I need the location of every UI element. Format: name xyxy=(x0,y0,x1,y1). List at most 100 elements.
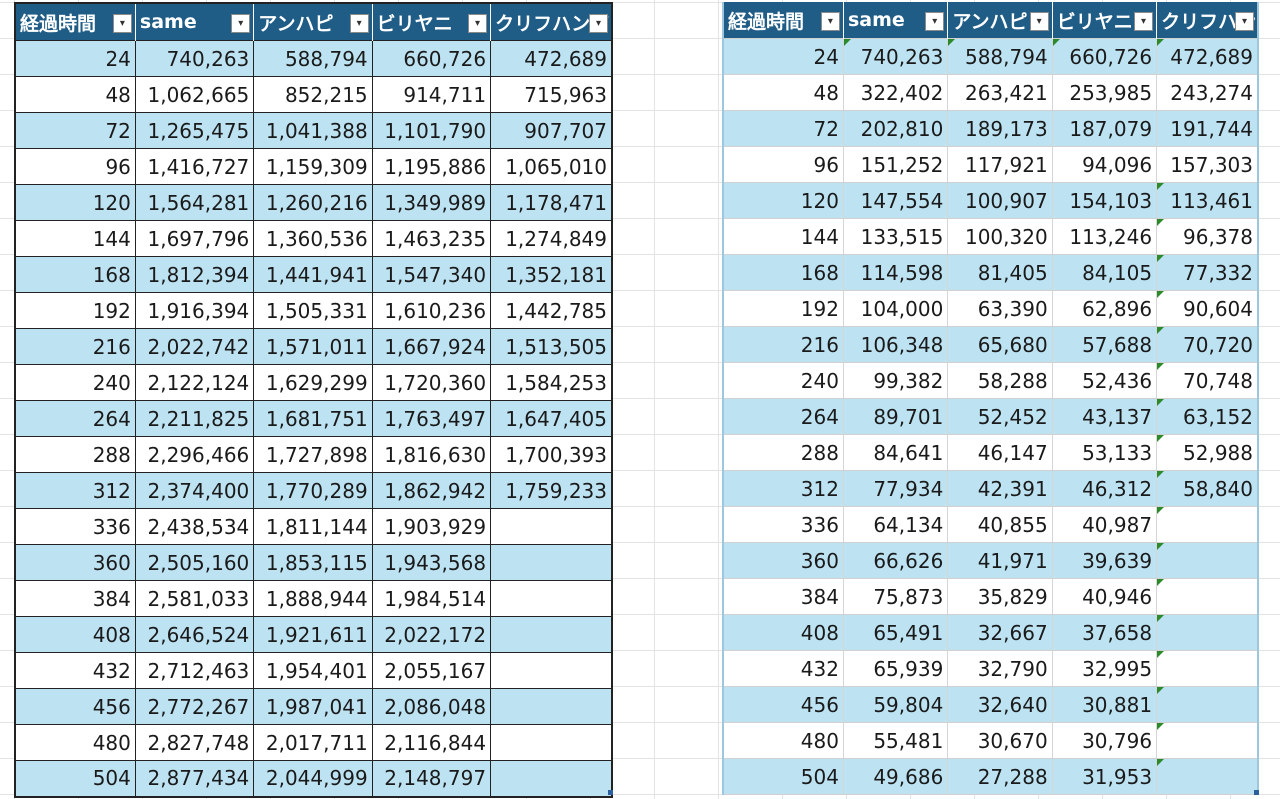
table-cell[interactable]: 2,055,167 xyxy=(371,652,492,689)
table-cell[interactable]: 2,772,267 xyxy=(134,688,255,725)
filter-dropdown-icon[interactable]: ▾ xyxy=(1235,12,1254,31)
table-cell[interactable]: 1,811,144 xyxy=(253,508,373,545)
filter-dropdown-icon[interactable]: ▾ xyxy=(925,12,945,31)
table-cell[interactable]: 2,296,466 xyxy=(134,436,255,473)
table-cell[interactable]: 99,382 xyxy=(842,362,948,399)
table-cell[interactable]: 46,312 xyxy=(1051,470,1157,507)
table-cell[interactable]: 504 xyxy=(14,760,136,797)
table-cell[interactable]: 63,390 xyxy=(947,290,1053,327)
table-cell[interactable]: 504 xyxy=(722,758,844,795)
table-cell[interactable]: 1,770,289 xyxy=(253,472,373,509)
column-header[interactable]: same ▾ xyxy=(843,2,949,39)
table-cell[interactable]: 24 xyxy=(722,38,844,75)
table-cell[interactable]: 192 xyxy=(722,290,844,327)
table-cell[interactable]: 253,985 xyxy=(1051,74,1157,111)
table-cell[interactable]: 1,987,041 xyxy=(253,688,373,725)
table-cell[interactable]: 907,707 xyxy=(490,112,613,149)
table-cell[interactable]: 55,481 xyxy=(842,722,948,759)
table-cell[interactable]: 89,701 xyxy=(842,398,948,435)
table-cell[interactable]: 312 xyxy=(14,472,136,509)
table-cell[interactable]: 740,263 xyxy=(842,38,948,75)
table-cell[interactable]: 1,667,924 xyxy=(371,328,492,365)
column-header[interactable]: ビリヤニ ▾ xyxy=(372,3,492,41)
table-cell[interactable]: 1,274,849 xyxy=(490,220,613,257)
table-cell[interactable]: 216 xyxy=(14,328,136,365)
filter-dropdown-icon[interactable]: ▾ xyxy=(1029,12,1049,31)
table-cell[interactable]: 1,260,216 xyxy=(253,184,373,221)
table-cell[interactable]: 84,105 xyxy=(1051,254,1157,291)
table-cell[interactable]: 1,062,665 xyxy=(134,76,255,113)
column-header[interactable]: 経過時間 ▾ xyxy=(723,2,844,39)
table-cell[interactable]: 264 xyxy=(722,398,844,435)
table-cell[interactable]: 1,352,181 xyxy=(490,256,613,293)
table-cell[interactable]: 1,888,944 xyxy=(253,580,373,617)
table-cell[interactable] xyxy=(1156,758,1259,795)
table-cell[interactable]: 2,505,160 xyxy=(134,544,255,581)
table-cell[interactable]: 40,987 xyxy=(1051,506,1157,543)
table-cell[interactable]: 64,134 xyxy=(842,506,948,543)
table-cell[interactable]: 322,402 xyxy=(842,74,948,111)
table-cell[interactable]: 144 xyxy=(722,218,844,255)
table-cell[interactable]: 100,907 xyxy=(947,182,1053,219)
table-cell[interactable]: 48 xyxy=(722,74,844,111)
table-cell[interactable]: 408 xyxy=(14,616,136,653)
table-cell[interactable]: 62,896 xyxy=(1051,290,1157,327)
table-cell[interactable]: 1,862,942 xyxy=(371,472,492,509)
table-cell[interactable] xyxy=(1156,578,1259,615)
column-header[interactable]: アンハピ ▾ xyxy=(253,3,373,41)
table-cell[interactable]: 1,463,235 xyxy=(371,220,492,257)
table-cell[interactable]: 27,288 xyxy=(947,758,1053,795)
table-cell[interactable]: 432 xyxy=(722,650,844,687)
table-cell[interactable]: 151,252 xyxy=(842,146,948,183)
table-cell[interactable]: 360 xyxy=(722,542,844,579)
table-cell[interactable]: 39,639 xyxy=(1051,542,1157,579)
table-cell[interactable]: 42,391 xyxy=(947,470,1053,507)
difference-table[interactable]: 経過時間▾same▾アンハピ▾ビリヤニ▾クリフハンガ▾ 24740,263588… xyxy=(722,2,1259,795)
table-resize-handle[interactable] xyxy=(1254,790,1259,795)
table-cell[interactable]: 1,416,727 xyxy=(134,148,255,185)
table-cell[interactable]: 384 xyxy=(722,578,844,615)
table-cell[interactable]: 2,116,844 xyxy=(371,724,492,761)
table-cell[interactable]: 113,461 xyxy=(1156,182,1259,219)
table-cell[interactable]: 588,794 xyxy=(947,38,1053,75)
table-cell[interactable]: 2,827,748 xyxy=(134,724,255,761)
table-cell[interactable]: 2,148,797 xyxy=(371,760,492,797)
table-cell[interactable] xyxy=(490,652,613,689)
table-cell[interactable]: 288 xyxy=(722,434,844,471)
table-cell[interactable]: 1,853,115 xyxy=(253,544,373,581)
table-cell[interactable]: 2,877,434 xyxy=(134,760,255,797)
table-cell[interactable]: 480 xyxy=(14,724,136,761)
table-cell[interactable]: 168 xyxy=(14,256,136,293)
table-cell[interactable]: 70,720 xyxy=(1156,326,1259,363)
table-cell[interactable]: 1,101,790 xyxy=(371,112,492,149)
table-cell[interactable]: 113,246 xyxy=(1051,218,1157,255)
table-cell[interactable]: 154,103 xyxy=(1051,182,1157,219)
table-cell[interactable]: 336 xyxy=(722,506,844,543)
table-cell[interactable]: 32,790 xyxy=(947,650,1053,687)
table-cell[interactable]: 37,658 xyxy=(1051,614,1157,651)
table-cell[interactable]: 117,921 xyxy=(947,146,1053,183)
table-cell[interactable]: 192 xyxy=(14,292,136,329)
table-resize-handle[interactable] xyxy=(608,790,613,795)
table-cell[interactable]: 2,374,400 xyxy=(134,472,255,509)
table-cell[interactable]: 75,873 xyxy=(842,578,948,615)
table-cell[interactable]: 32,995 xyxy=(1051,650,1157,687)
table-cell[interactable]: 360 xyxy=(14,544,136,581)
table-cell[interactable] xyxy=(490,760,613,797)
table-cell[interactable]: 1,195,886 xyxy=(371,148,492,185)
table-cell[interactable]: 94,096 xyxy=(1051,146,1157,183)
table-cell[interactable]: 1,505,331 xyxy=(253,292,373,329)
filter-dropdown-icon[interactable]: ▾ xyxy=(349,14,369,33)
table-cell[interactable]: 1,681,751 xyxy=(253,400,373,437)
table-cell[interactable]: 77,332 xyxy=(1156,254,1259,291)
table-cell[interactable]: 104,000 xyxy=(842,290,948,327)
table-cell[interactable]: 24 xyxy=(14,40,136,77)
table-cell[interactable]: 48 xyxy=(14,76,136,113)
table-cell[interactable]: 1,916,394 xyxy=(134,292,255,329)
table-cell[interactable]: 740,263 xyxy=(134,40,255,77)
table-cell[interactable]: 30,881 xyxy=(1051,686,1157,723)
table-cell[interactable]: 660,726 xyxy=(1051,38,1157,75)
table-cell[interactable]: 2,017,711 xyxy=(253,724,373,761)
table-cell[interactable]: 157,303 xyxy=(1156,146,1259,183)
table-cell[interactable]: 456 xyxy=(14,688,136,725)
